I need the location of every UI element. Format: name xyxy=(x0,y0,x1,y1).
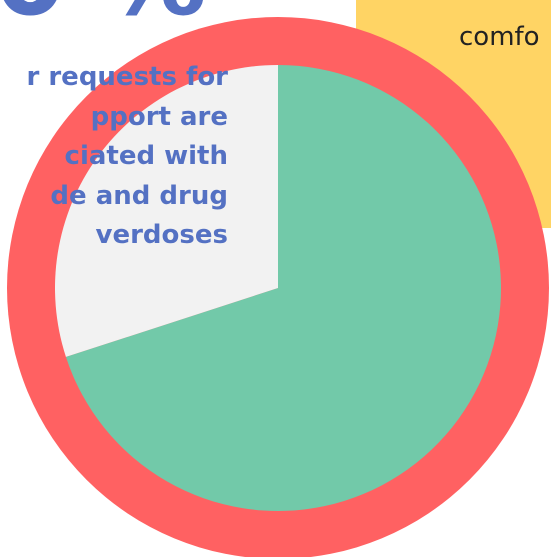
stat-caption: r requests for pport are ciated with de … xyxy=(0,58,228,256)
sticky-note-text: comfo xyxy=(459,22,540,52)
caption-line-1: r requests for xyxy=(26,62,228,92)
donut-slice-highlight xyxy=(65,65,501,511)
stat-value: 0 % xyxy=(0,0,207,30)
donut-slice-remainder xyxy=(54,65,279,357)
caption-line-2: pport are xyxy=(90,101,228,132)
caption-line-5: verdoses xyxy=(95,220,228,250)
caption-line-4: de and drug xyxy=(50,180,228,211)
caption-line-3: ciated with xyxy=(64,141,228,171)
